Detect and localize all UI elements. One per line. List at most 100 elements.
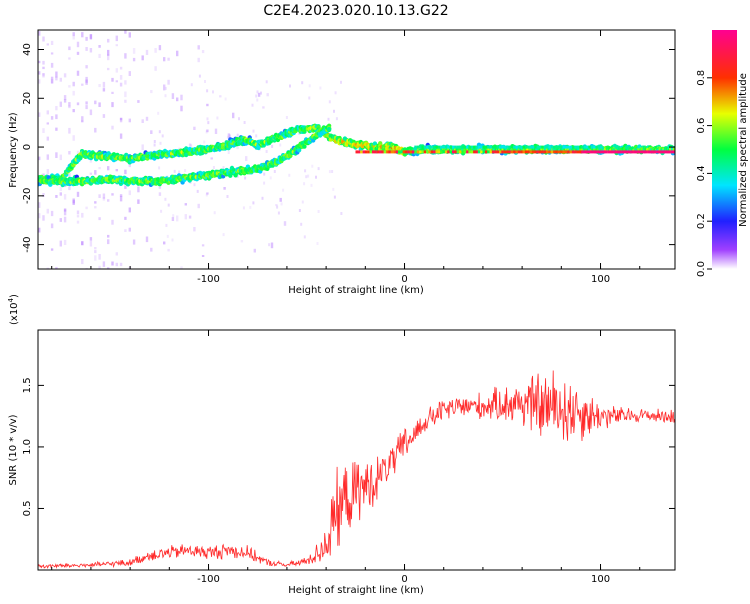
spectrogram-band-cell xyxy=(607,150,610,154)
colorbar-tick-label: 0.2 xyxy=(696,213,707,229)
spectrogram-noise-cell xyxy=(55,106,58,111)
spectrogram-noise-cell xyxy=(128,207,131,213)
spectrogram-noise-cell xyxy=(255,134,258,138)
spectrogram-y-tick-label: 0 xyxy=(22,144,33,150)
spectrogram-band-cell xyxy=(560,150,563,154)
spectrogram-band-cell xyxy=(433,150,436,154)
spectrogram-band-cell xyxy=(489,150,493,154)
spectrogram-band-cell xyxy=(456,150,460,154)
spectrogram-band-cell xyxy=(569,145,573,149)
spectrogram-noise-cell xyxy=(171,217,175,221)
spectrogram-band-cell xyxy=(510,150,514,154)
spectrogram-noise-cell xyxy=(89,109,93,116)
spectrogram-noise-cell xyxy=(98,194,101,198)
spectrogram-noise-cell xyxy=(119,194,123,197)
spectrogram-band-cell xyxy=(461,150,464,154)
spectrogram-noise-cell xyxy=(115,252,118,256)
spectrogram-noise-cell xyxy=(50,223,54,229)
spectrogram-noise-cell xyxy=(46,208,49,214)
spectrogram-noise-cell xyxy=(55,114,58,120)
spectrogram-noise-cell xyxy=(115,262,118,267)
spectrogram-noise-cell xyxy=(141,55,144,61)
spectrogram-noise-cell xyxy=(81,83,84,86)
spectrogram-band-cell xyxy=(633,150,636,154)
spectrogram-noise-cell xyxy=(188,215,192,219)
spectrogram-noise-cell xyxy=(164,94,167,98)
spectrogram-noise-cell xyxy=(244,176,247,180)
spectrogram-noise-cell xyxy=(98,167,101,170)
figure-title: C2E4.2023.020.10.13.G22 xyxy=(263,3,448,19)
spectrogram-noise-cell xyxy=(178,170,181,174)
spectrogram-noise-cell xyxy=(197,57,200,63)
spectrogram-band-cell xyxy=(515,145,518,149)
spectrogram-noise-cell xyxy=(38,31,41,36)
spectrogram-noise-cell xyxy=(333,109,335,113)
spectrogram-noise-cell xyxy=(72,198,75,204)
spectrogram-band-cell xyxy=(517,145,521,149)
snr-y-label: SNR (10 * v/v) xyxy=(8,414,19,485)
spectrogram-band-cell xyxy=(586,150,589,154)
spectrogram-noise-cell xyxy=(280,202,283,206)
spectrogram-noise-cell xyxy=(55,267,58,269)
spectrogram-band-cell xyxy=(435,145,438,149)
spectrogram-noise-cell xyxy=(107,38,110,43)
spectrogram-noise-cell xyxy=(163,57,166,62)
colorbar-tick-label: 0.0 xyxy=(696,261,707,277)
spectrogram-band-cell xyxy=(364,150,368,154)
spectrogram-noise-cell xyxy=(42,128,45,133)
spectrogram-noise-cell xyxy=(265,150,268,153)
spectrogram-band-cell xyxy=(590,150,594,154)
spectrogram-noise-cell xyxy=(115,68,118,73)
spectrogram-noise-cell xyxy=(42,73,45,78)
spectrogram-noise-cell xyxy=(150,130,153,134)
spectrogram-noise-cell xyxy=(50,62,54,68)
spectrogram-noise-cell xyxy=(107,199,110,202)
spectrogram-noise-cell xyxy=(158,166,161,170)
spectrogram-band-cell xyxy=(623,150,627,154)
spectrogram-band-cell xyxy=(484,150,488,154)
spectrogram-noise-cell xyxy=(102,114,106,118)
spectrogram-noise-cell xyxy=(335,117,338,121)
spectrogram-noise-cell xyxy=(119,195,123,202)
spectrogram-band-cell xyxy=(395,150,398,154)
spectrogram-noise-cell xyxy=(63,194,67,200)
spectrogram-band-cell xyxy=(550,145,554,149)
spectrogram-band-cell xyxy=(461,145,464,149)
spectrogram-noise-cell xyxy=(261,196,264,200)
spectrogram-band-cell xyxy=(369,150,373,154)
spectrogram-band-cell xyxy=(444,150,448,154)
spectrogram-noise-cell xyxy=(249,205,252,209)
spectrogram-plot-area xyxy=(38,30,675,269)
spectrogram-band-cell xyxy=(442,145,445,149)
spectrogram-noise-cell xyxy=(257,92,261,97)
spectrogram-noise-cell xyxy=(72,90,75,96)
spectrogram-noise-cell xyxy=(102,81,106,88)
spectrogram-noise-cell xyxy=(269,176,272,180)
spectrogram-noise-cell xyxy=(46,43,49,46)
spectrogram-band-cell xyxy=(428,150,431,154)
spectrogram-noise-cell xyxy=(223,187,226,190)
snr-x-tick-label: -100 xyxy=(197,574,220,585)
spectrogram-band-cell xyxy=(501,145,504,149)
spectrogram-noise-cell xyxy=(98,254,101,260)
spectrogram-noise-cell xyxy=(193,183,196,187)
spectrogram-noise-cell xyxy=(328,100,331,104)
spectrogram-band-cell xyxy=(649,150,652,154)
spectrogram-noise-cell xyxy=(42,215,45,221)
spectrogram-band-cell xyxy=(506,145,509,149)
spectrogram-noise-cell xyxy=(304,169,307,173)
spectrogram-noise-cell xyxy=(165,223,168,227)
spectrogram-noise-cell xyxy=(243,121,246,124)
spectrogram-noise-cell xyxy=(81,116,84,120)
spectrogram-noise-cell xyxy=(333,195,336,199)
spectrogram-band-cell xyxy=(491,150,495,154)
colorbar: 0.0 0.2 0.4 0.6 0.8 Normalized spectral ampl… xyxy=(696,30,749,277)
spectrogram-band-cell xyxy=(609,150,612,154)
spectrogram-noise-cell xyxy=(252,201,255,205)
spectrogram-band-cell xyxy=(372,150,375,154)
spectrogram-noise-cell xyxy=(279,143,282,147)
spectrogram-noise-cell xyxy=(59,240,62,247)
spectrogram-band-cell xyxy=(595,145,598,149)
spectrogram-noise-cell xyxy=(303,182,306,186)
spectrogram-band-cell xyxy=(579,150,582,154)
